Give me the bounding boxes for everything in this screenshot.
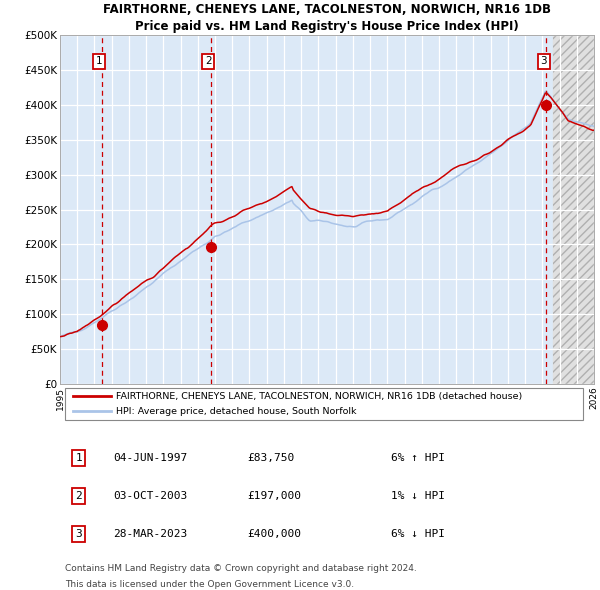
Text: 2: 2 <box>205 56 211 66</box>
Bar <box>553 35 594 384</box>
Text: Contains HM Land Registry data © Crown copyright and database right 2024.: Contains HM Land Registry data © Crown c… <box>65 564 417 573</box>
Text: FAIRTHORNE, CHENEYS LANE, TACOLNESTON, NORWICH, NR16 1DB (detached house): FAIRTHORNE, CHENEYS LANE, TACOLNESTON, N… <box>116 392 523 401</box>
Bar <box>553 35 594 384</box>
Text: 6% ↑ HPI: 6% ↑ HPI <box>391 453 445 463</box>
Title: FAIRTHORNE, CHENEYS LANE, TACOLNESTON, NORWICH, NR16 1DB
Price paid vs. HM Land : FAIRTHORNE, CHENEYS LANE, TACOLNESTON, N… <box>103 3 551 33</box>
Text: £197,000: £197,000 <box>247 491 301 501</box>
Text: 28-MAR-2023: 28-MAR-2023 <box>113 529 188 539</box>
Text: 1% ↓ HPI: 1% ↓ HPI <box>391 491 445 501</box>
Text: 03-OCT-2003: 03-OCT-2003 <box>113 491 188 501</box>
Text: This data is licensed under the Open Government Licence v3.0.: This data is licensed under the Open Gov… <box>65 580 355 589</box>
Text: 3: 3 <box>541 56 547 66</box>
Text: 3: 3 <box>76 529 82 539</box>
Bar <box>60 35 553 384</box>
Text: £83,750: £83,750 <box>247 453 294 463</box>
FancyBboxPatch shape <box>65 388 583 420</box>
Text: 1: 1 <box>76 453 82 463</box>
Text: 6% ↓ HPI: 6% ↓ HPI <box>391 529 445 539</box>
Text: 1: 1 <box>96 56 103 66</box>
Text: £400,000: £400,000 <box>247 529 301 539</box>
Text: HPI: Average price, detached house, South Norfolk: HPI: Average price, detached house, Sout… <box>116 407 356 416</box>
Text: 2: 2 <box>76 491 82 501</box>
Text: 04-JUN-1997: 04-JUN-1997 <box>113 453 188 463</box>
